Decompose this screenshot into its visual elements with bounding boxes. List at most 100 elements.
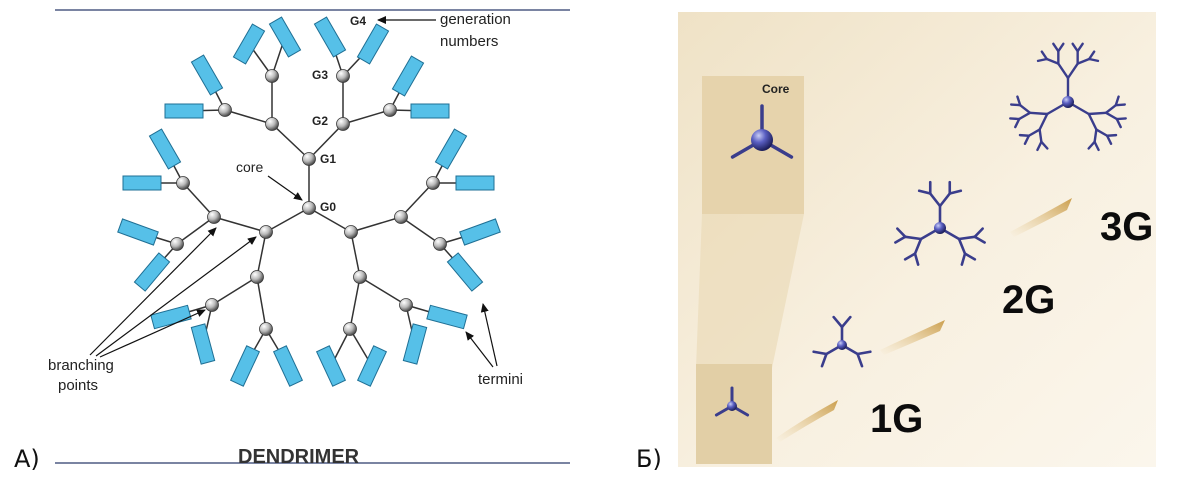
molecule-bond-21: [948, 189, 963, 195]
bond-12: [211, 276, 258, 306]
molecule-bond-7: [832, 315, 844, 329]
terminus-block-6: [391, 55, 425, 97]
branching-node-L7: [259, 322, 273, 336]
molecule-bond-37: [1057, 62, 1070, 80]
molecule-bond-67: [1038, 112, 1049, 131]
terminus-block-18: [459, 218, 501, 246]
branching-node-g3b: [265, 69, 279, 83]
dendrimer-title: DENDRIMER: [238, 446, 360, 468]
molecule-bond-33: [903, 235, 923, 241]
molecule-bond-31: [913, 252, 920, 266]
seed-sphere: [727, 401, 737, 411]
molecule-bond-16: [928, 192, 942, 208]
growth-arrow-2: [880, 320, 945, 355]
molecule-bond-48: [1076, 57, 1091, 65]
terminus-block-14: [229, 345, 261, 387]
generation-numbers-label-2: numbers: [440, 33, 498, 50]
molecule-bond-23: [957, 235, 977, 241]
bond-7: [265, 207, 310, 233]
bond-15: [350, 216, 402, 233]
molecule-bond-72: [1023, 134, 1031, 146]
molecule-bond-76: [1014, 117, 1021, 129]
terminus-block-17: [455, 175, 495, 191]
molecule-bond-56: [1104, 111, 1118, 121]
label-g4: G4: [350, 14, 366, 28]
branching-node-R3: [426, 176, 440, 190]
terminus-block-22: [315, 345, 347, 387]
branching-pointer-1: [89, 227, 217, 356]
panel-a: G0 G1 G2 G3 G4 core generation numbers b…: [14, 9, 570, 473]
molecule-bond-49: [1087, 50, 1096, 61]
label-g1: G1: [320, 152, 336, 166]
molecule-bond-55: [1114, 103, 1126, 107]
molecule-bond-69: [1040, 140, 1049, 150]
terminus-block-8: [148, 128, 182, 170]
bond-14: [308, 207, 352, 233]
panel-b-zoom-wedge: [696, 214, 804, 368]
panel-b: Core 1G 2G 3G Б): [636, 12, 1156, 473]
terminus-block-15: [272, 345, 304, 387]
label-g2: G2: [312, 114, 328, 128]
bond-19: [359, 276, 407, 306]
branching-node-g0: [302, 201, 316, 215]
branching-node-R1: [344, 225, 358, 239]
branching-node-L2: [207, 210, 221, 224]
branching-node-R6: [399, 298, 413, 312]
molecule-bond-47: [1076, 42, 1084, 53]
bond-13: [256, 276, 267, 330]
molecule-bond-73: [1018, 133, 1031, 137]
terminus-block-11: [133, 252, 171, 292]
molecule-bond-74: [1028, 111, 1049, 116]
bond-4: [342, 109, 391, 125]
termini-pointer-1: [480, 303, 498, 367]
terminus-block-4: [190, 54, 224, 96]
bond-20: [349, 276, 361, 330]
branching-node-g1: [302, 152, 316, 166]
branching-pointer-3: [99, 309, 206, 358]
branching-node-g2: [336, 117, 350, 131]
molecule-bond-25: [973, 235, 986, 244]
molecule-bond-35: [896, 227, 907, 239]
molecule-bond-79: [1010, 103, 1022, 107]
branching-node-L3: [176, 176, 190, 190]
molecule-bond-34: [894, 235, 907, 244]
branching-node-L4: [170, 237, 184, 251]
molecule-bond-11: [856, 352, 864, 368]
label-g0: G0: [320, 200, 336, 214]
molecule-bond-14: [812, 350, 828, 356]
molecule-bond-71: [1027, 128, 1041, 137]
bond-17: [400, 216, 441, 245]
molecule-bond-54: [1114, 95, 1120, 107]
bond-8: [213, 216, 267, 233]
molecule-bond-65: [1087, 140, 1096, 150]
molecule-bond-52: [1087, 111, 1108, 116]
terminus-block-10: [117, 218, 159, 246]
termini-groups: [117, 16, 501, 387]
terminus-block-2: [313, 16, 347, 58]
growth-arrow-3: [1010, 198, 1072, 237]
core-pointer: [267, 175, 303, 201]
molecule-bond-30: [913, 237, 923, 255]
molecule-bond-8: [840, 315, 852, 329]
bond-2: [271, 123, 310, 160]
molecule-bond-19: [938, 192, 952, 208]
molecule-bond-57: [1115, 117, 1127, 121]
molecule-bond-70: [1036, 140, 1043, 152]
panel-b-letter: Б): [636, 445, 662, 473]
core-sphere: [751, 129, 773, 151]
bond-9: [182, 182, 215, 218]
molecule-bond-64: [1093, 140, 1100, 152]
terminus-block-1: [268, 16, 302, 58]
molecule-bond-17: [917, 189, 932, 195]
terminus-block-3: [356, 23, 390, 65]
molecule-bond-44: [1066, 62, 1079, 80]
bond-11: [256, 231, 267, 278]
branching-node-R4: [433, 237, 447, 251]
molecule-bond-40: [1040, 50, 1049, 61]
gen-1-label: 1G: [870, 397, 923, 441]
molecule-bond-50: [1087, 57, 1100, 63]
generation-numbers-label-1: generation: [440, 11, 511, 28]
bond-16: [400, 182, 434, 218]
terminus-block-13: [190, 323, 216, 365]
